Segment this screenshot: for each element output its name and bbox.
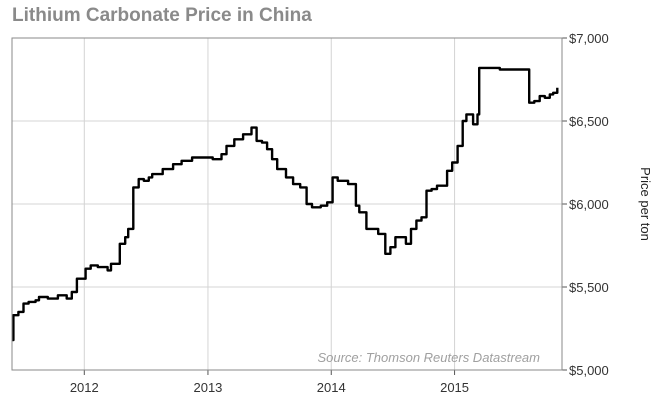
chart-title: Lithium Carbonate Price in China [12,5,312,26]
x-tick-label: 2015 [440,380,469,395]
y-axis-label: Price per ton [638,167,653,241]
plot-frame [11,37,563,371]
x-tick-label: 2014 [317,380,346,395]
source-annotation: Source: Thomson Reuters Datastream [317,350,540,365]
x-tick-label: 2012 [70,380,99,395]
y-tick-label: $5,500 [569,280,609,295]
y-tick-label: $6,500 [569,114,609,129]
y-tick-label: $7,000 [569,31,609,46]
x-tick-label: 2013 [193,380,222,395]
series-line [12,66,559,342]
y-tick-label: $5,000 [569,363,609,378]
y-tick-label: $6,000 [569,197,609,212]
